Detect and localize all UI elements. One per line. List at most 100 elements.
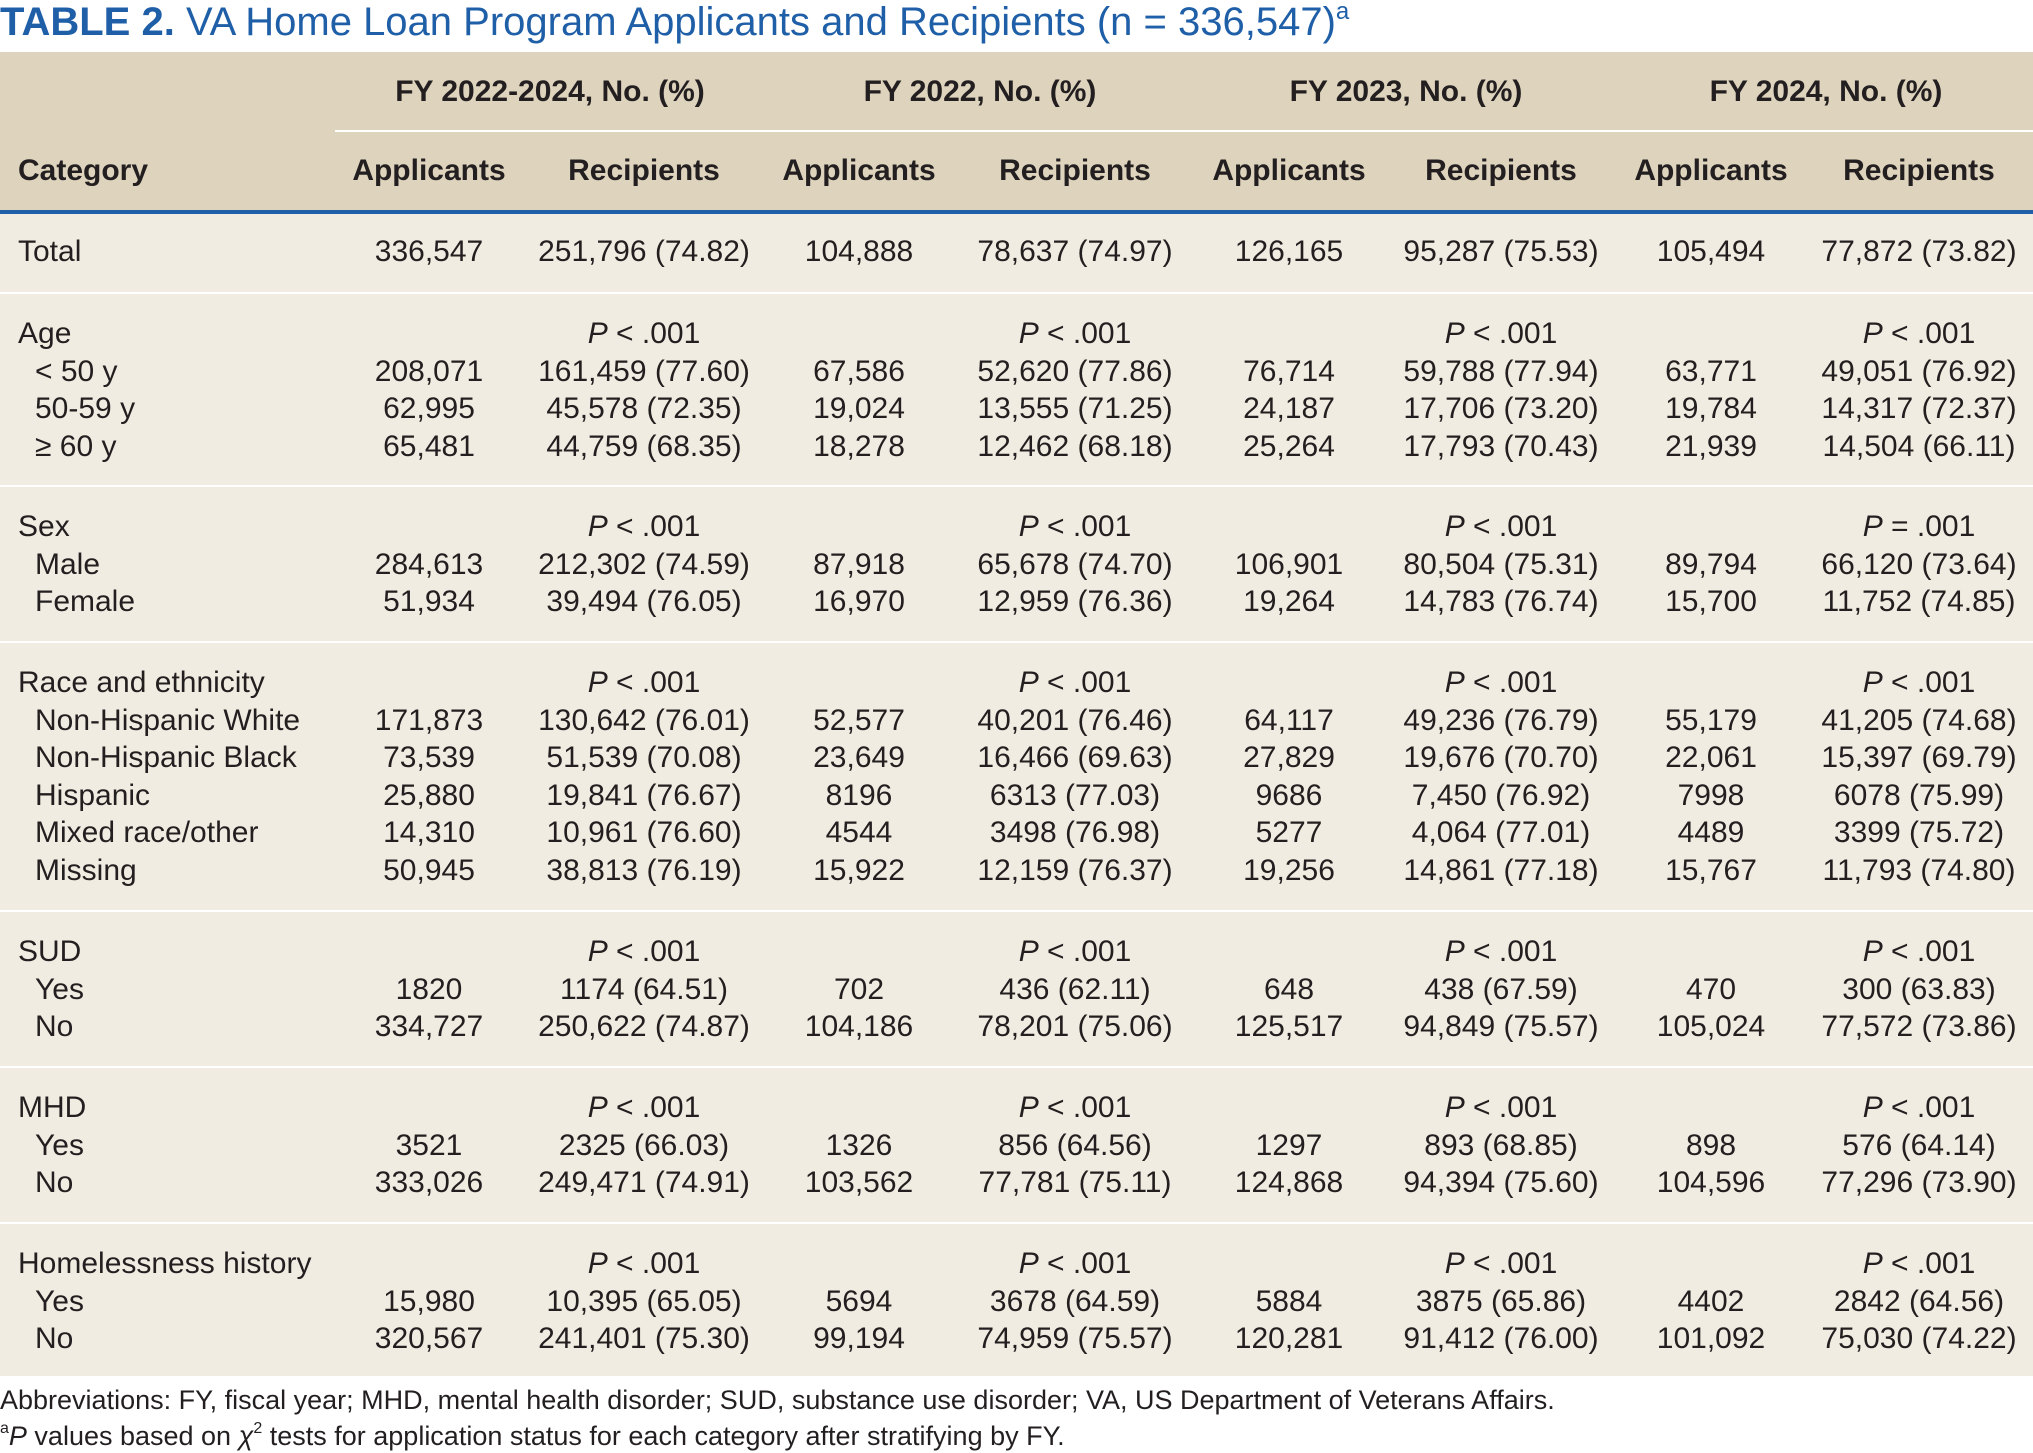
table-cell: 94,394 (75.60) [1403,1166,1599,1200]
p-value: P < .001 [1019,1090,1132,1126]
table-cell: 3399 (75.72) [1833,816,2005,850]
p-value: P < .001 [588,1090,701,1126]
row-label: No [35,1166,74,1200]
table-cell: 241,401 (75.30) [538,1322,750,1356]
table-cell: 95,287 (75.53) [1403,235,1599,268]
p-value-text: < .001 [1464,1091,1558,1124]
p-symbol: P [587,1247,608,1280]
p-symbol: P [1018,317,1039,350]
group-header-1: FY 2022-2024, No. (%) [395,75,705,108]
table-cell: 1297 [1255,1128,1323,1162]
group-header-4: FY 2024, No. (%) [1709,75,1943,108]
table-cell: 702 [833,972,885,1006]
table-cell: 161,459 (77.60) [538,354,750,388]
table-cell: 438 (67.59) [1424,972,1578,1006]
table-cell: 74,959 (75.57) [977,1322,1173,1356]
footnote-text-2: tests for application status for each ca… [262,1421,1065,1451]
table-cell: 249,471 (74.91) [538,1166,750,1200]
p-value-text: < .001 [1882,935,1976,968]
table-cell: 12,462 (68.18) [977,429,1173,463]
table-cell: 250,622 (74.87) [538,1010,750,1044]
p-value: P < .001 [588,1246,701,1282]
table-cell: 15,397 (69.79) [1821,741,2017,775]
p-value-text: < .001 [1882,1247,1976,1280]
table-cell: 104,186 [804,1010,914,1044]
table-cell: 19,256 [1243,854,1335,887]
p-value: P < .001 [1019,665,1132,701]
section-divider [0,910,2033,912]
p-symbol: P [1862,317,1883,350]
p-value-text: < .001 [1038,935,1132,968]
section-divider [0,292,2033,294]
table-cell: 208,071 [374,354,484,388]
table-cell: 77,572 (73.86) [1821,1010,2017,1044]
p-value-text: < .001 [1882,317,1976,350]
table-caption: VA Home Loan Program Applicants and Reci… [185,0,1336,44]
table-cell: 52,620 (77.86) [977,354,1173,388]
table-cell: 103,562 [804,1166,914,1200]
table-cell: 15,922 [813,854,905,887]
row-label: Missing [35,854,137,887]
table-cell: 17,706 (73.20) [1403,392,1599,426]
p-symbol: P [587,935,608,968]
table-cell: 91,412 (76.00) [1403,1322,1599,1356]
section-label: MHD [18,1091,87,1124]
table-cell: 106,901 [1234,547,1344,581]
section-divider [0,1222,2033,1224]
table-cell: 893 (68.85) [1424,1128,1578,1162]
p-value: P < .001 [1445,1246,1558,1282]
row-label: Male [35,547,101,581]
row-label: < 50 y [35,354,118,388]
table-cell: 77,781 (75.11) [978,1166,1172,1200]
table-cell: 25,880 [383,778,475,812]
footnote-chi-superscript: 2 [253,1420,263,1437]
section-label: Sex [18,510,70,543]
p-value-text: < .001 [1882,1091,1976,1124]
p-symbol: P [1018,510,1039,543]
table-cell: 5884 [1255,1284,1323,1318]
table-cell: 9686 [1255,778,1323,812]
p-value-text: < .001 [607,666,701,699]
row-label: Yes [35,972,84,1006]
p-symbol: P [587,1091,608,1124]
p-symbol: P [1862,510,1883,543]
table-cell: 11,793 (74.80) [1822,854,2016,887]
table-cell: 1174 (64.51) [560,972,728,1006]
table-cell: 24,187 [1243,392,1335,426]
table-cell: 63,771 [1665,354,1757,388]
table-cell: 12,959 (76.36) [977,585,1173,619]
p-value: P < .001 [1019,509,1132,545]
table-cell: 436 (62.11) [999,972,1151,1006]
p-value-text: < .001 [1038,317,1132,350]
table-cell: 5694 [825,1284,893,1318]
table-cell: 4,064 (77.01) [1411,816,1591,850]
table-cell: 11,752 (74.85) [1822,585,2016,619]
table-cell: 7998 [1677,778,1745,812]
table-cell: 13,555 (71.25) [977,392,1173,426]
footnote-abbreviations: Abbreviations: FY, fiscal year; MHD, men… [0,1385,1555,1415]
row-label: Non-Hispanic White [35,703,301,737]
table-cell: 15,980 [383,1284,475,1318]
p-value-text: < .001 [1464,666,1558,699]
row-label: Hispanic [35,778,151,812]
table-cell: 19,024 [813,392,905,426]
table-title: TABLE 2. VA Home Loan Program Applicants… [0,0,1349,50]
table-cell: 67,586 [813,354,905,388]
table-cell: 10,961 (76.60) [546,816,742,850]
table-cell: 3875 (65.86) [1415,1284,1587,1318]
p-symbol: P [1444,1247,1465,1280]
footnote-chi-symbol: χ [238,1421,254,1451]
footnote-a: aP values based on χ2 tests for applicat… [0,1420,1065,1452]
table-cell: 66,120 (73.64) [1821,547,2017,581]
row-label: No [35,1010,74,1044]
table-cell: 3521 [395,1128,463,1162]
p-symbol: P [1444,317,1465,350]
table-cell: 62,995 [383,392,475,426]
table-cell: 4544 [825,816,893,850]
recipients-header: Recipients [1425,154,1577,187]
p-symbol: P [587,666,608,699]
table-cell: 21,939 [1665,429,1757,463]
table-cell: 50,945 [383,854,475,887]
table-cell: 59,788 (77.94) [1403,354,1599,388]
table-cell: 333,026 [374,1166,484,1200]
